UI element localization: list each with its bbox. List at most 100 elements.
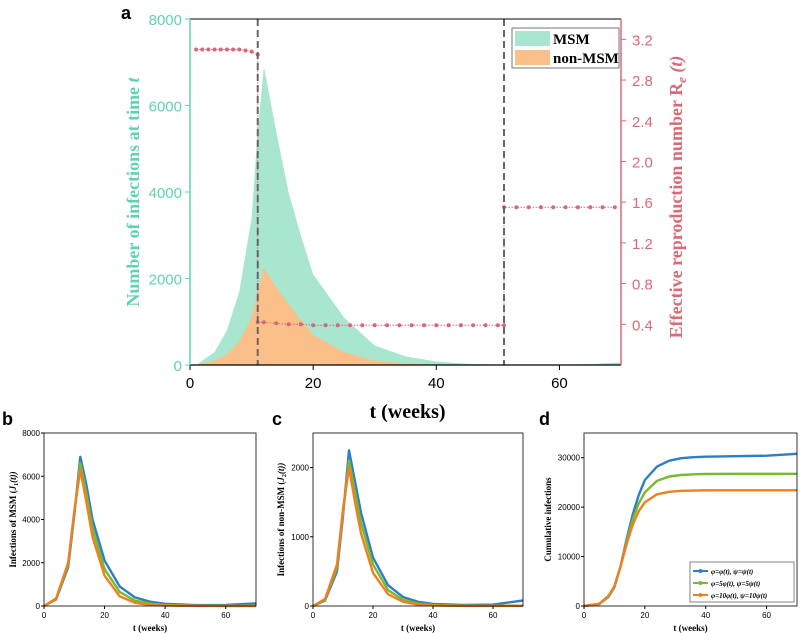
y-tick-label: 0 <box>36 602 41 611</box>
re-point <box>249 49 254 54</box>
panel-b: 0 20 40 60 0 2000 4000 6000 8000 t (weeks) Infecti… <box>2 409 257 633</box>
y2-tick-label: 1.6 <box>632 195 653 212</box>
panel-letter-b: b <box>2 409 13 429</box>
re-point <box>385 323 390 328</box>
y-tick-label: 0 <box>305 602 310 611</box>
x-tick-label: 60 <box>489 611 498 620</box>
y-tick-label: 2000 <box>291 464 309 473</box>
x-axis-label: t (weeks) <box>673 623 707 633</box>
x-tick-label: 40 <box>701 611 710 620</box>
series-green <box>312 459 524 608</box>
re-point <box>588 205 593 210</box>
y-tick-label: 6000 <box>22 472 40 481</box>
y2-tick-label: 0.4 <box>632 317 653 334</box>
msm-area <box>196 66 621 365</box>
x-tick-label: 0 <box>311 611 316 620</box>
y-tick-label: 0 <box>174 358 182 375</box>
y2-tick-label: 1.2 <box>632 236 653 253</box>
legend-marker <box>698 569 703 573</box>
y-tick-label: 2000 <box>22 559 40 568</box>
x-axis-label: t (weeks) <box>401 623 435 633</box>
non-msm-area <box>196 267 621 365</box>
y-tick-label: 10000 <box>558 553 581 562</box>
re-point <box>538 205 543 210</box>
legend: MSM non-MSM <box>511 27 620 69</box>
y2-tick-label: 2.8 <box>632 73 653 90</box>
legend-marker <box>698 593 703 597</box>
y2-tick-label: 2.0 <box>632 154 653 171</box>
legend-label: φ=5φ(t), ψ=5ψ(t) <box>711 580 760 588</box>
re-point <box>434 323 439 328</box>
panel-d: 0 20 40 60 0 10000 20000 30000 t (weeks) Cumulati… <box>539 409 798 633</box>
re-point <box>224 47 229 52</box>
re-point <box>200 47 205 52</box>
x-tick-label: 0 <box>42 611 47 620</box>
re-point <box>575 205 580 210</box>
y-tick-label: 0 <box>576 602 581 611</box>
series-blue <box>43 455 257 608</box>
re-point <box>323 323 328 328</box>
legend-marker <box>698 581 703 585</box>
x-tick-label: 40 <box>428 375 445 392</box>
re-point <box>421 323 426 328</box>
y-tick-label: 30000 <box>558 454 581 463</box>
re-point <box>237 47 242 52</box>
x-tick-label: 40 <box>161 611 170 620</box>
x-tick-label: 40 <box>429 611 438 620</box>
legend-label: φ=10φ(t), ψ=10ψ(t) <box>711 592 767 600</box>
x-axis-label: t (weeks) <box>133 623 167 633</box>
re-point <box>514 205 519 210</box>
re-point <box>298 322 303 327</box>
x-tick-label: 20 <box>305 375 322 392</box>
re-point <box>471 323 476 328</box>
panel-letter-a: a <box>121 3 132 23</box>
x-tick-label: 20 <box>369 611 378 620</box>
x-tick-label: 60 <box>762 611 771 620</box>
re-point <box>526 205 531 210</box>
legend-d: φ=φ(t), ψ=ψ(t) φ=5φ(t), ψ=5ψ(t) φ=10φ(t), … <box>689 561 795 603</box>
re-point <box>348 323 353 328</box>
y-axis-label: Infections of non-MSM (J2(t)) <box>276 463 288 577</box>
re-point <box>600 205 605 210</box>
y-axis-label: Number of infections at time t <box>123 76 143 306</box>
y-axis-label: Cumulative infections <box>543 477 553 562</box>
re-point <box>563 205 568 210</box>
re-point <box>194 47 199 52</box>
re-point <box>261 320 266 325</box>
re-point <box>458 323 463 328</box>
x-tick-label: 20 <box>100 611 109 620</box>
y-tick-label: 6000 <box>149 99 182 116</box>
series-orange <box>583 489 797 608</box>
plot-frame <box>583 432 798 607</box>
re-point <box>231 47 236 52</box>
re-point <box>212 47 217 52</box>
re-point <box>243 48 248 53</box>
x-tick-label: 60 <box>221 611 230 620</box>
re-point <box>311 323 316 328</box>
re-point <box>218 47 223 52</box>
plot-frame <box>312 432 524 607</box>
y-tick-label: 4000 <box>149 185 182 202</box>
panel-letter-d: d <box>539 409 550 429</box>
plot-frame <box>43 432 257 607</box>
re-point <box>274 321 279 326</box>
y2-tick-label: 0.8 <box>632 277 653 294</box>
x-axis-label: t (weeks) <box>369 401 445 423</box>
x-tick-label: 0 <box>582 611 587 620</box>
y2-tick-label: 2.4 <box>632 114 653 131</box>
legend-label: non-MSM <box>553 51 619 67</box>
re-point <box>495 323 500 328</box>
legend-label: MSM <box>553 32 590 48</box>
series-green <box>43 462 257 608</box>
panel-a: 0 20 40 60 0 2000 4000 6000 8000 0.4 0.8 1.2 1.6 2.0 2… <box>121 3 689 423</box>
re-point <box>446 323 451 328</box>
y-axis-label: Infections of MSM (J1(t)) <box>8 471 20 567</box>
x-tick-label: 20 <box>640 611 649 620</box>
panel-c: 0 20 40 60 0 1000 2000 t (weeks) Infections of n… <box>272 409 524 633</box>
y-tick-label: 8000 <box>149 12 182 29</box>
panel-letter-c: c <box>272 409 282 429</box>
re-point <box>397 323 402 328</box>
re-point <box>335 323 340 328</box>
x-tick-label: 0 <box>186 375 194 392</box>
